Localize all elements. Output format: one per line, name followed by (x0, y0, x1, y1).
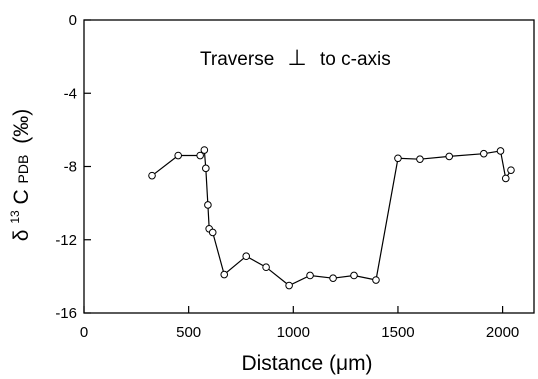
data-point (350, 271, 358, 280)
data-point (174, 151, 182, 160)
data-point (285, 281, 293, 290)
y-title-unit: (‰) (10, 109, 33, 144)
data-point (306, 271, 314, 280)
data-point (196, 151, 204, 160)
y-tick-label: -4 (64, 85, 77, 102)
y-title-main: C (10, 189, 33, 204)
annotation-text-before: Traverse (200, 49, 274, 70)
data-point (507, 166, 515, 174)
data-point (501, 174, 510, 183)
data-point (329, 274, 337, 283)
y-title-subscript: PDB (15, 155, 31, 184)
x-tick-label: 0 (80, 324, 88, 341)
data-point (262, 263, 270, 272)
traverse-annotation: Traverse ⊥ to c-axis (200, 45, 391, 70)
data-point (394, 154, 402, 163)
data-point (372, 276, 380, 284)
y-tick-label: -8 (64, 159, 77, 176)
y-tick-label: -12 (55, 232, 77, 249)
data-point (148, 171, 156, 180)
data-point (496, 147, 505, 155)
data-point (200, 146, 209, 154)
x-tick-label: 500 (176, 324, 201, 341)
data-point (242, 252, 251, 261)
data-point (445, 152, 454, 161)
y-title-superscript: 13 (8, 210, 22, 224)
data-markers (148, 146, 515, 290)
data-point (208, 228, 217, 237)
x-tick-label: 1500 (381, 324, 414, 341)
y-tick-label: -16 (55, 305, 77, 322)
data-point (220, 270, 229, 279)
perpendicular-symbol: ⊥ (288, 45, 307, 70)
x-tick-label: 1000 (277, 324, 310, 341)
annotation-text-after: to c-axis (320, 49, 391, 70)
y-tick-label: 0 (69, 12, 77, 29)
x-axis-title: Distance (μm) (241, 352, 372, 375)
data-point (204, 201, 212, 209)
data-point (416, 155, 424, 163)
y-title-delta: δ (10, 230, 33, 242)
data-point (479, 149, 488, 158)
data-point (202, 164, 210, 173)
y-axis-title: δ 13 C PDB (‰) (1, 109, 33, 241)
x-tick-label: 2000 (486, 324, 519, 341)
tick-labels: 0 500 1000 1500 2000 0 -4 -8 -12 -16 (55, 12, 519, 341)
axis-ticks (83, 19, 504, 314)
